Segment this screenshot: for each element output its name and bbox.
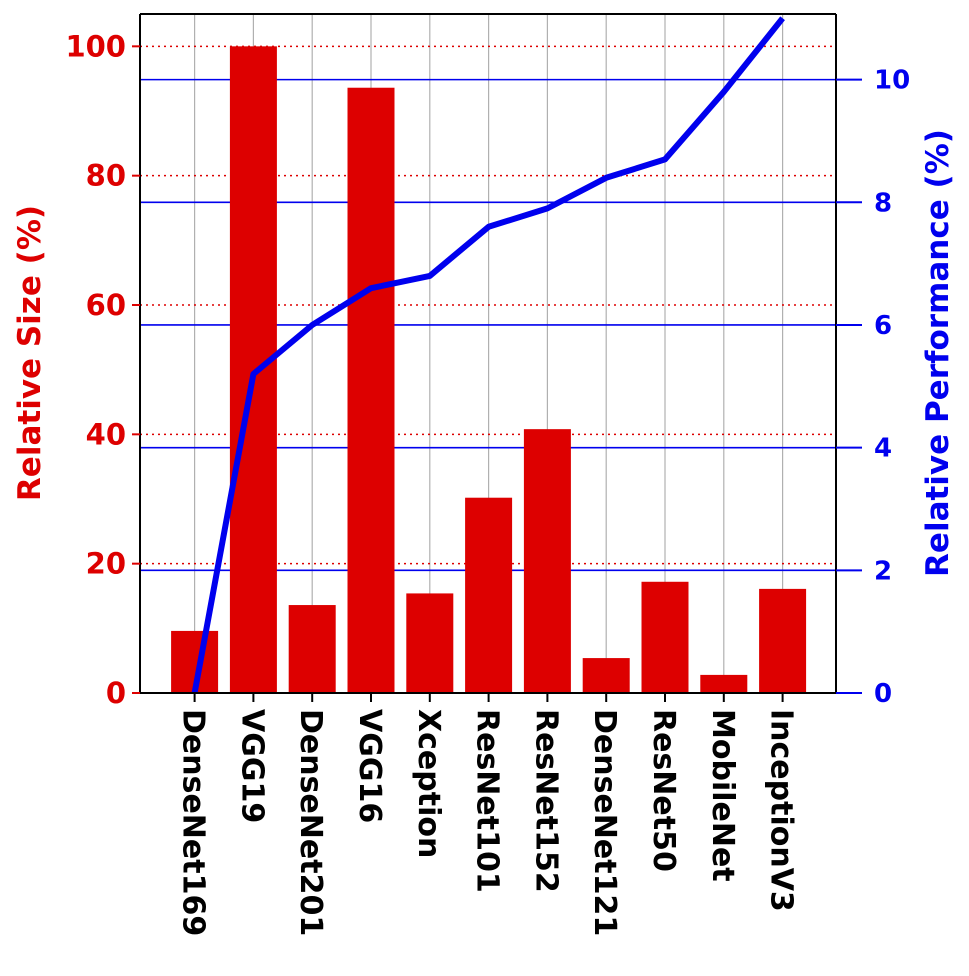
bar — [347, 87, 395, 694]
bar — [523, 429, 571, 693]
x-tick-label: DenseNet169 — [176, 709, 211, 936]
right-tick-label: 6 — [874, 311, 892, 341]
right-tick-label: 8 — [874, 188, 892, 218]
x-tick-label: DenseNet201 — [293, 709, 328, 936]
right-tick-label: 0 — [874, 679, 892, 709]
bar — [700, 674, 748, 693]
left-tick-label: 100 — [65, 29, 126, 63]
bar — [288, 605, 336, 693]
x-tick-label: Xception — [411, 709, 446, 858]
left-ticks: 0 20 40 60 80 100 — [65, 29, 140, 710]
left-tick-label: 20 — [86, 547, 126, 581]
right-ticks: 0 2 4 6 8 10 — [836, 66, 910, 709]
bar-series — [171, 46, 807, 694]
right-tick-label: 10 — [874, 66, 910, 96]
y-axis-right-label: Relative Performance (%) — [920, 129, 956, 577]
bar — [641, 581, 689, 693]
right-tick-label: 4 — [874, 434, 892, 464]
right-tick-label: 2 — [874, 556, 892, 586]
left-tick-label: 80 — [86, 159, 126, 193]
x-tick-label: InceptionV3 — [764, 709, 799, 912]
line-series — [191, 16, 785, 694]
left-tick-label: 60 — [86, 288, 126, 322]
x-tick-label: ResNet50 — [646, 709, 681, 872]
y-axis-left-label: Relative Size (%) — [12, 205, 48, 501]
x-tick-label: ResNet152 — [528, 709, 563, 893]
bar — [759, 588, 807, 693]
bar — [229, 46, 277, 694]
x-tick-label: DenseNet121 — [587, 709, 622, 936]
left-tick-label: 0 — [106, 676, 126, 710]
x-tick-label: VGG16 — [352, 709, 387, 823]
x-tick-label: ResNet101 — [470, 709, 505, 893]
left-tick-label: 40 — [86, 417, 126, 451]
bar — [465, 497, 513, 693]
performance-line — [191, 16, 785, 694]
x-tick-label: VGG19 — [234, 709, 269, 823]
x-ticks: DenseNet169 VGG19 DenseNet201 VGG16 Xception… — [176, 693, 799, 936]
bar — [406, 593, 454, 693]
x-tick-label: MobileNet — [705, 709, 740, 882]
bar — [582, 658, 630, 693]
